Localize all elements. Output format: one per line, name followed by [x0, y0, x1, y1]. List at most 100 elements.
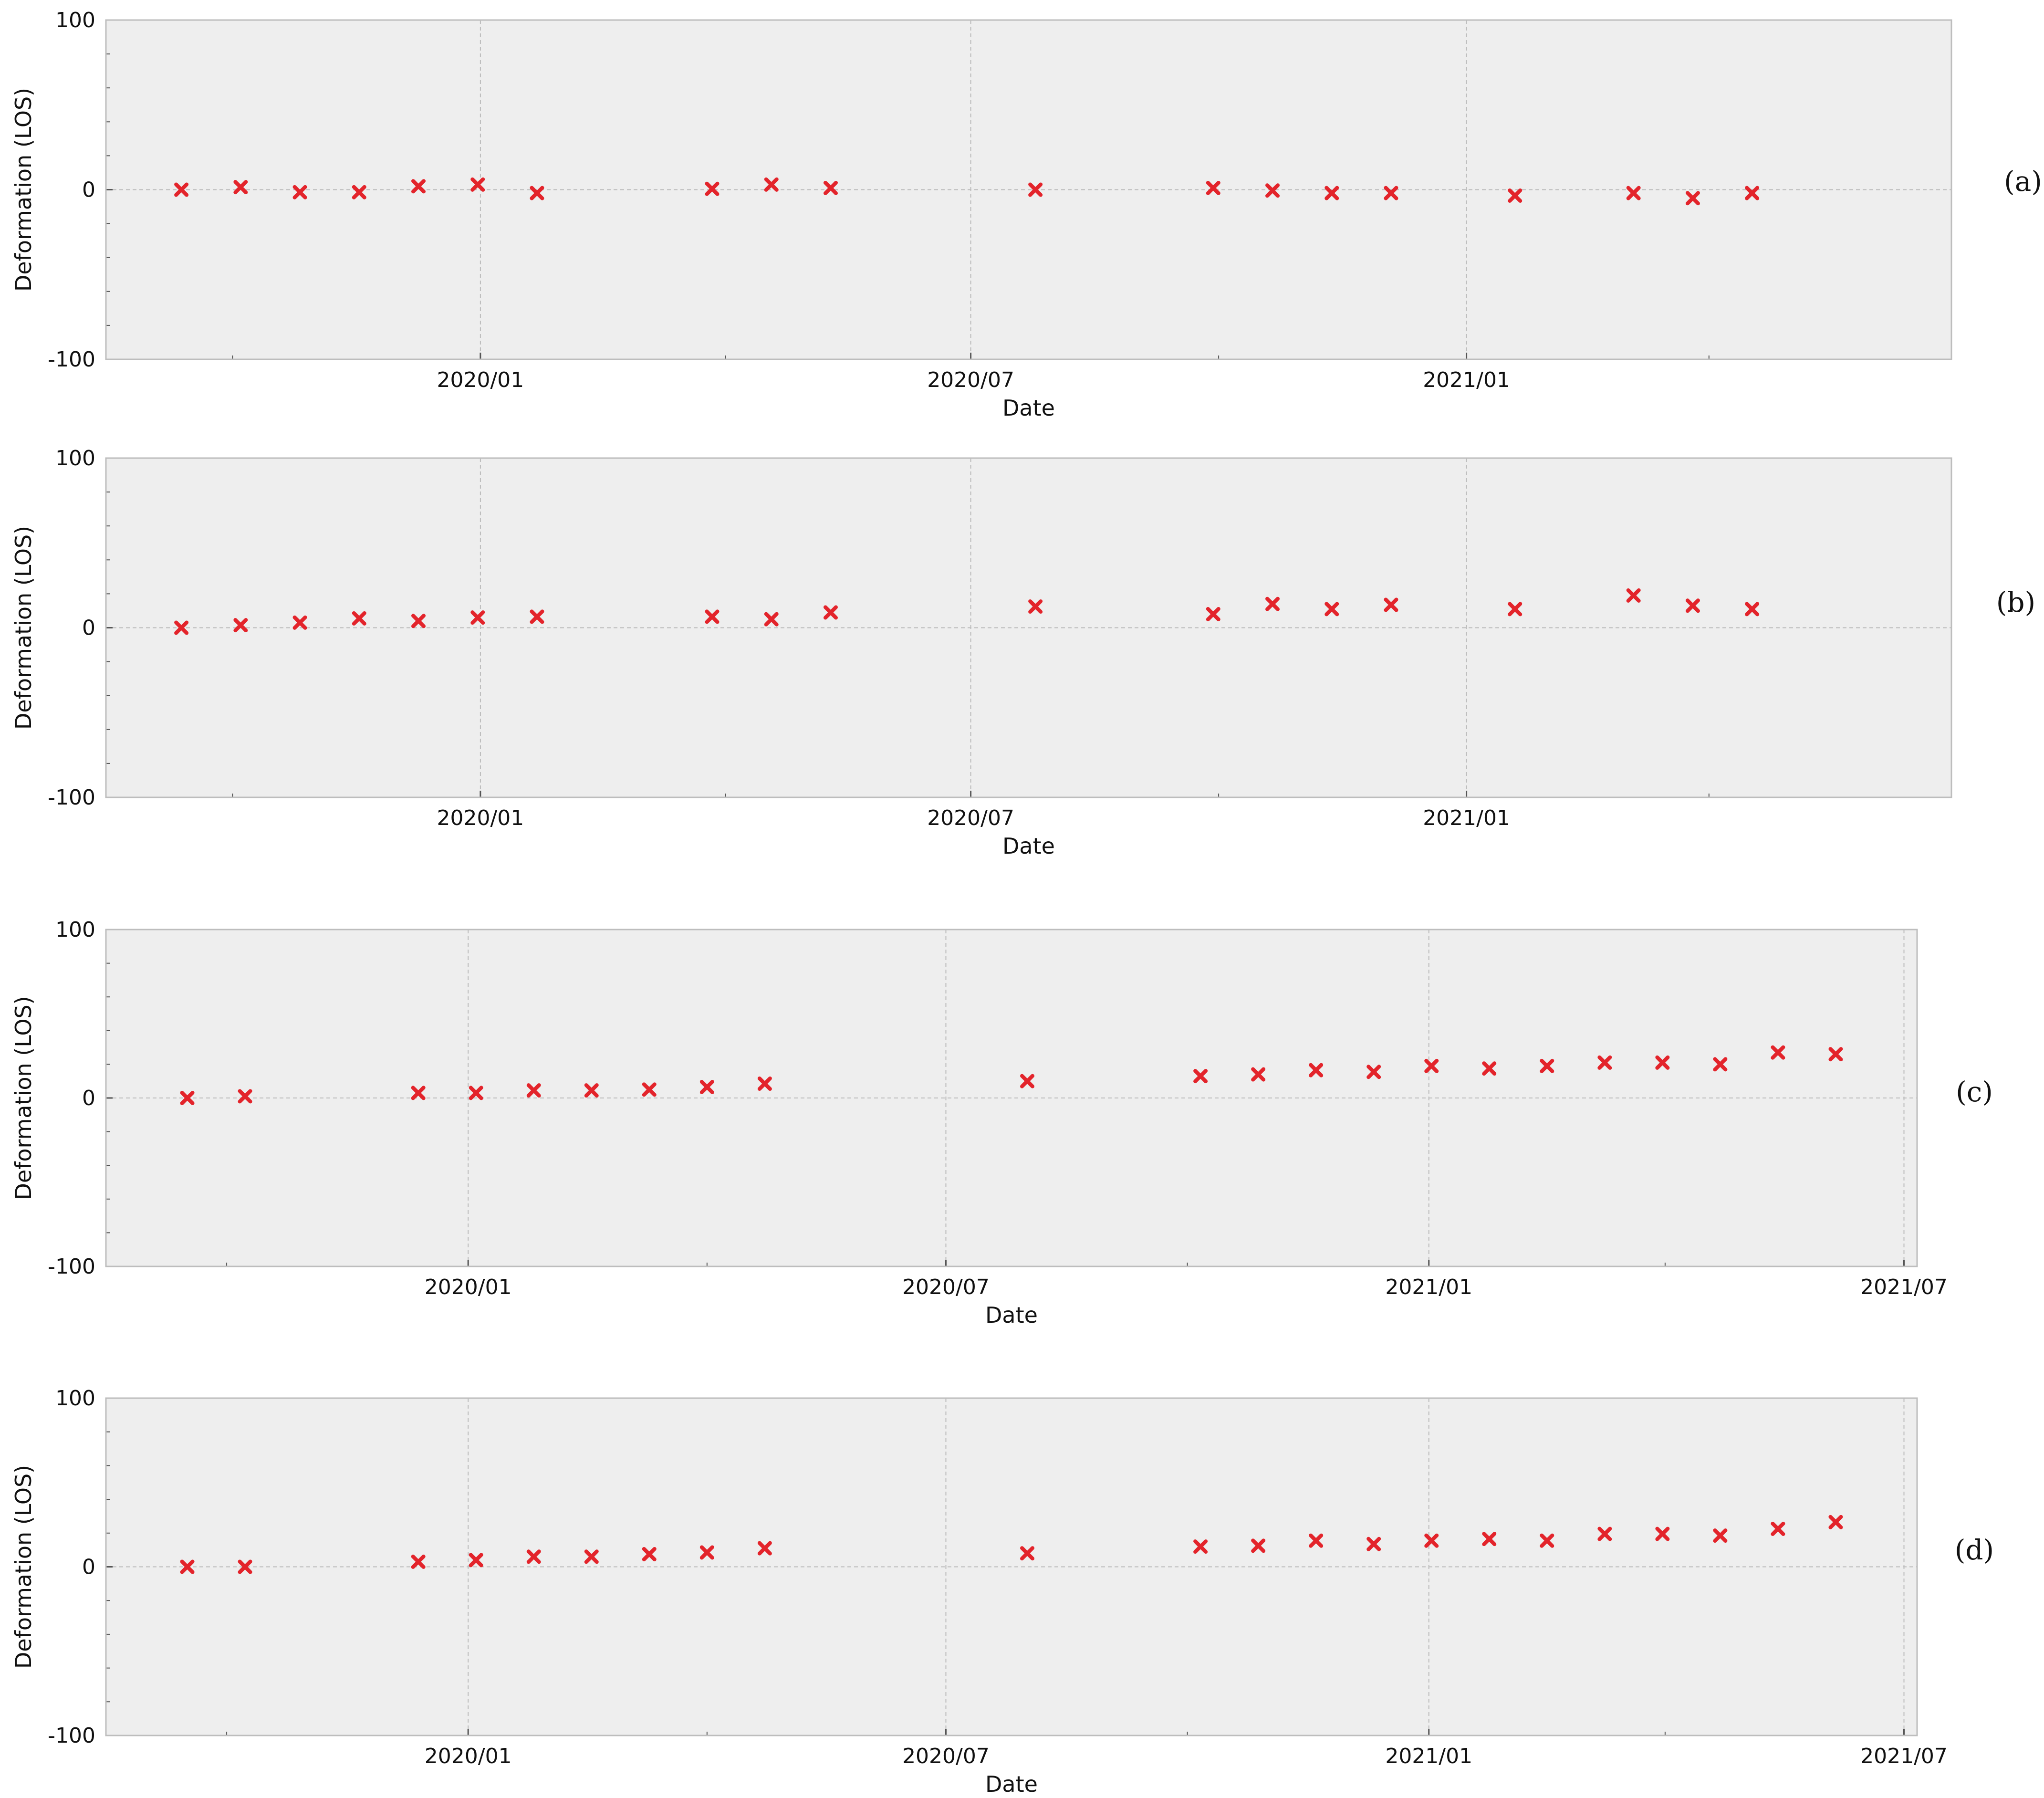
data-point	[1193, 1069, 1208, 1084]
data-point	[757, 1541, 772, 1556]
data-point	[1540, 1533, 1554, 1548]
y-tick-label: 0	[82, 1555, 95, 1579]
data-point	[1384, 186, 1398, 200]
y-tick-label: 100	[55, 1386, 95, 1411]
data-point	[470, 177, 485, 192]
y-tick-label: -100	[48, 1724, 95, 1748]
data-point	[1597, 1526, 1612, 1541]
x-tick-label: 2021/01	[1385, 1744, 1472, 1768]
data-point	[292, 615, 307, 630]
data-point	[1384, 597, 1398, 612]
data-point	[584, 1083, 599, 1098]
data-point	[1828, 1515, 1843, 1529]
data-point	[1424, 1058, 1439, 1073]
data-point	[174, 620, 189, 635]
plot-frame	[105, 929, 1918, 1267]
chart-panel-a: 2020/01 2020/07 2021/01 -100 0 100 Date Deforma…	[10, 8, 2042, 421]
panel-label: (c)	[1956, 1076, 1993, 1108]
data-point	[180, 1559, 195, 1574]
x-tick-label: 2020/07	[927, 368, 1014, 392]
data-point	[233, 618, 248, 633]
data-point	[411, 614, 426, 628]
x-tick-label: 2020/07	[927, 806, 1014, 830]
data-point	[1265, 596, 1280, 611]
data-point	[352, 611, 366, 626]
y-tick-label: 0	[82, 1086, 95, 1110]
data-point	[1540, 1058, 1554, 1073]
data-point	[1206, 607, 1220, 622]
data-point	[238, 1559, 252, 1574]
data-point	[526, 1549, 541, 1564]
data-point	[642, 1547, 657, 1561]
y-tick-label: 100	[55, 446, 95, 470]
x-tick-label: 2020/01	[425, 1275, 512, 1299]
data-point	[1482, 1061, 1497, 1076]
y-tick-label: 100	[55, 8, 95, 32]
x-tick-label: 2020/01	[425, 1744, 512, 1768]
data-point	[1028, 599, 1043, 614]
data-point	[174, 182, 189, 197]
data-point	[1685, 191, 1700, 206]
data-point	[1020, 1074, 1035, 1088]
data-point	[1685, 598, 1700, 613]
x-tick-label: 2020/07	[902, 1744, 990, 1768]
data-point	[1655, 1526, 1670, 1541]
data-point	[1251, 1067, 1266, 1082]
data-point	[823, 605, 838, 620]
data-point	[764, 177, 779, 192]
data-point	[1028, 182, 1043, 197]
x-tick-label: 2021/01	[1423, 368, 1510, 392]
x-axis-title: Date	[1002, 833, 1055, 859]
data-point	[1771, 1045, 1785, 1060]
data-point	[705, 181, 720, 196]
data-point	[1251, 1538, 1266, 1553]
data-point	[757, 1077, 772, 1091]
data-point	[1324, 602, 1339, 617]
x-tick-label: 2021/01	[1423, 806, 1510, 830]
x-tick-label: 2021/07	[1860, 1744, 1948, 1768]
data-point	[1626, 588, 1641, 603]
data-point	[530, 609, 544, 624]
y-axis-title: Deformation (LOS)	[10, 1465, 36, 1669]
data-point	[584, 1549, 599, 1564]
x-axis-title: Date	[1002, 395, 1055, 421]
chart-panel-b: 2020/01 2020/07 2021/01 -100 0 100 Date Deforma…	[10, 446, 2035, 859]
plot-frame	[105, 1397, 1918, 1736]
data-point	[1713, 1528, 1728, 1543]
x-tick-label: 2020/01	[437, 368, 524, 392]
data-point	[1597, 1055, 1612, 1070]
data-point	[1424, 1533, 1439, 1548]
x-tick-label: 2020/07	[902, 1275, 990, 1299]
data-point	[1020, 1546, 1035, 1561]
y-tick-label: -100	[48, 785, 95, 810]
data-point	[470, 610, 485, 625]
data-point	[411, 1086, 426, 1100]
y-tick-label: 100	[55, 918, 95, 942]
data-point	[1508, 188, 1523, 203]
x-axis-title: Date	[985, 1302, 1038, 1328]
x-tick-label: 2020/01	[437, 806, 524, 830]
chart-panel-d: 2020/01 2020/07 2021/01 2021/07 -100 0 100 Date…	[10, 1386, 1994, 1797]
data-point	[1655, 1055, 1670, 1070]
y-tick-label: 0	[82, 178, 95, 202]
data-point	[1508, 602, 1523, 617]
data-point	[526, 1083, 541, 1098]
data-point	[1366, 1537, 1381, 1551]
data-point	[469, 1086, 483, 1100]
data-point	[699, 1545, 714, 1560]
data-point	[642, 1082, 657, 1097]
data-point	[352, 185, 366, 199]
data-point	[1206, 180, 1220, 195]
x-tick-label: 2021/07	[1860, 1275, 1948, 1299]
data-point	[1745, 602, 1760, 617]
data-point	[1265, 183, 1280, 198]
x-tick-label: 2021/01	[1385, 1275, 1472, 1299]
x-axis-title: Date	[985, 1771, 1038, 1797]
data-point	[1771, 1521, 1785, 1536]
data-point	[1366, 1065, 1381, 1079]
data-point	[233, 180, 248, 195]
data-point	[1713, 1057, 1728, 1072]
data-point	[823, 180, 838, 195]
data-point	[1626, 186, 1641, 200]
